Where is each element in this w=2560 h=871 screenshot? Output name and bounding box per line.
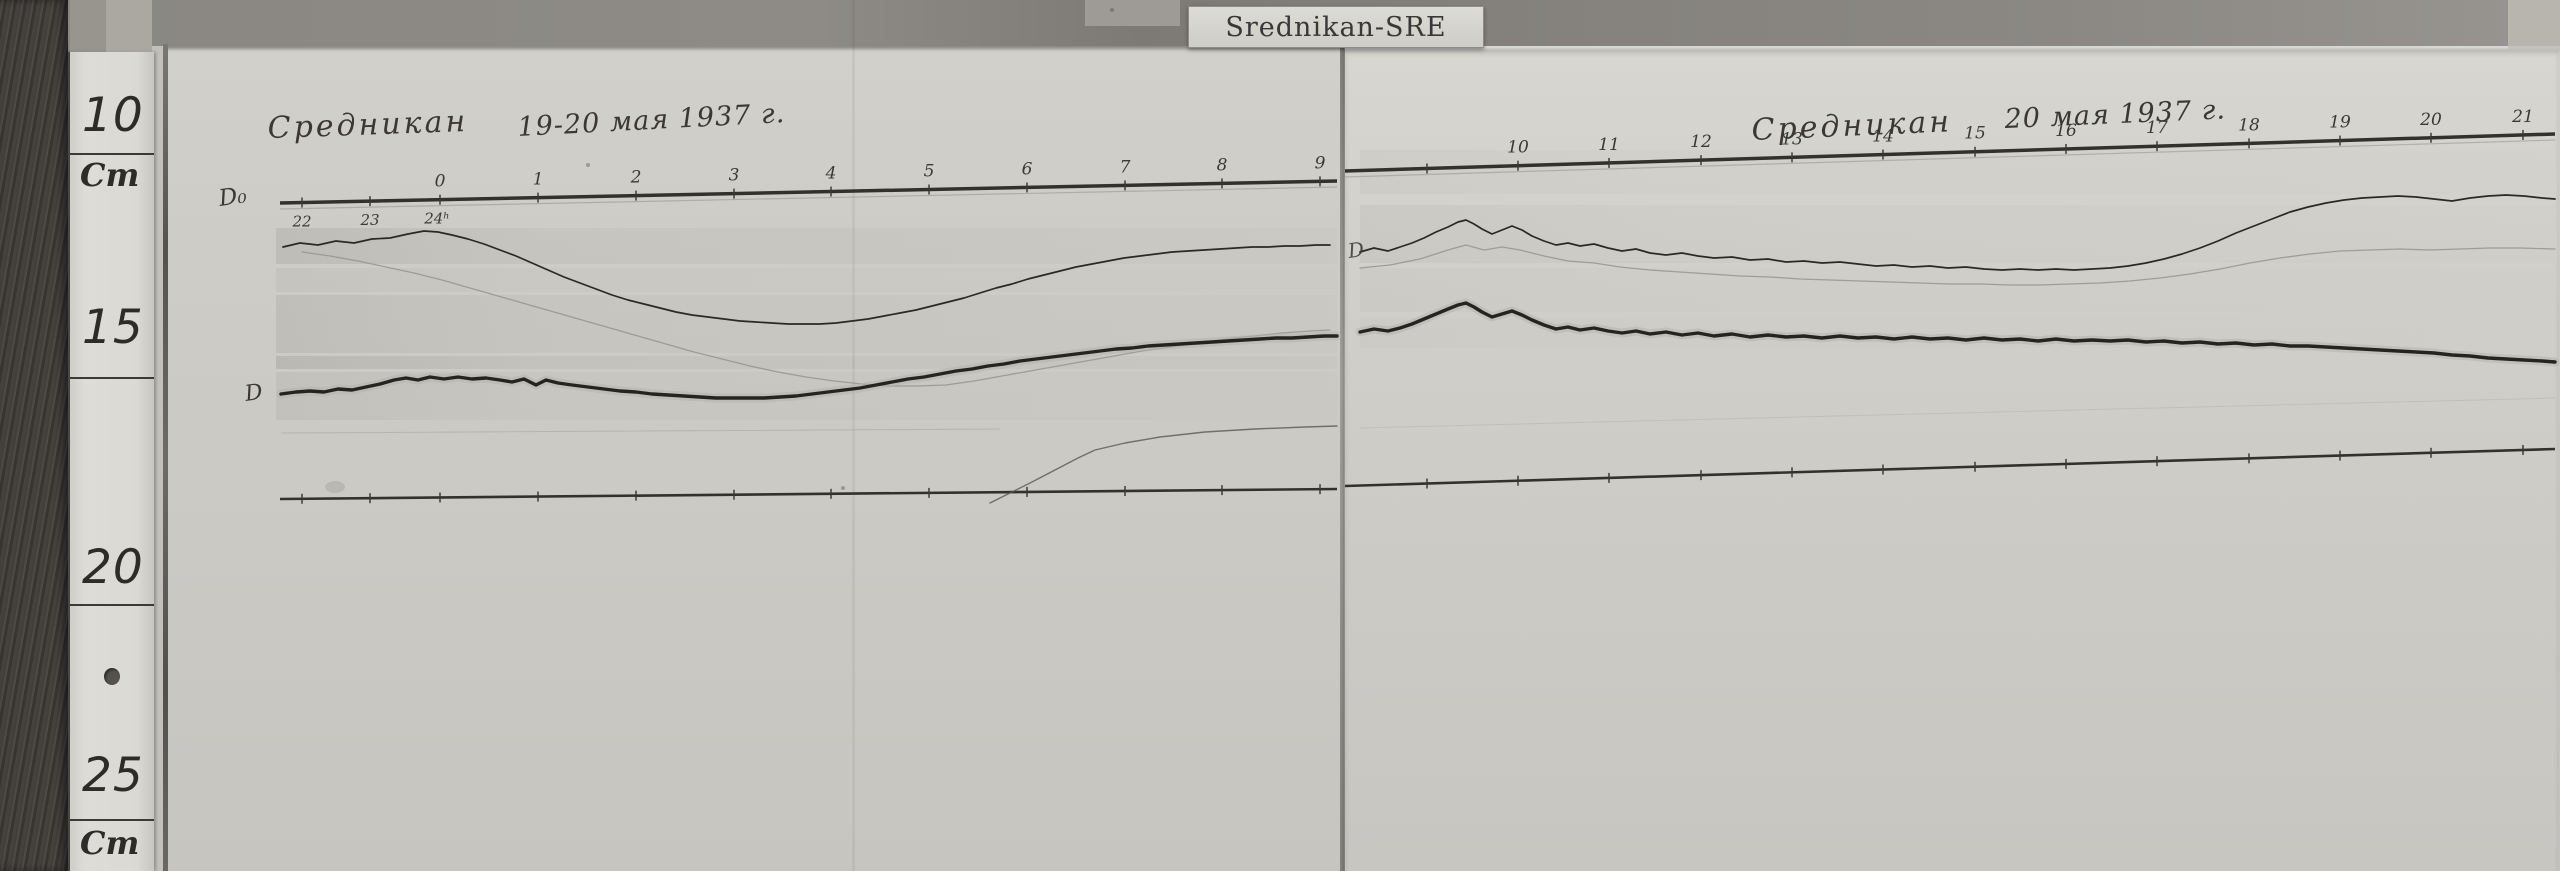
trace-H	[1358, 301, 2557, 364]
hour-label: 0	[435, 172, 446, 192]
exposure-band	[276, 228, 1337, 264]
ruler-hole	[104, 668, 120, 685]
baseline-echo	[279, 186, 1338, 210]
hour-label: 8	[1217, 155, 1228, 175]
time-baseline	[1344, 132, 2556, 173]
trace-Z-faint	[1359, 244, 2556, 286]
hour-label: 10	[1507, 138, 1529, 158]
specimen-tag-label: Srednikan-SRE	[1225, 11, 1447, 43]
hour-label: 20	[2419, 110, 2442, 130]
ruler-section-line	[70, 604, 154, 606]
exposure-band	[276, 356, 1337, 369]
ruler-number: 15	[82, 300, 144, 355]
hour-label: 14	[1872, 127, 1894, 147]
hour-label: 13	[1781, 129, 1803, 149]
ruler-number: 20	[82, 540, 144, 595]
hour-label: 17	[2146, 118, 2168, 138]
exposure-band	[1360, 150, 2555, 194]
exposure-band	[276, 268, 1337, 292]
handwritten-text: D₀	[216, 182, 248, 212]
hour-label: 6	[1022, 159, 1033, 179]
hour-label-below: 23	[359, 211, 379, 229]
hour-label: 21	[2511, 107, 2534, 127]
hour-label-below: 22	[291, 213, 311, 231]
hour-label: 15	[1964, 124, 1986, 144]
handwritten-text: 20 мая 1937 г.	[2003, 94, 2227, 135]
hour-label: 7	[1120, 157, 1131, 177]
ruler-card: 10 Cm 15 20 25 Cm	[68, 52, 154, 871]
left-sheet-edge-shadow	[163, 44, 168, 871]
dust-speck	[586, 163, 590, 167]
exposure-band	[1360, 205, 2555, 263]
ruler-number: 25	[82, 748, 144, 803]
specimen-tag: Srednikan-SRE	[1188, 6, 1484, 48]
hour-label: 4	[825, 164, 837, 184]
hour-label: 5	[924, 161, 935, 181]
hour-label: 2	[630, 168, 642, 188]
backing-patch	[1085, 0, 1180, 26]
ruler-unit: Cm	[80, 156, 140, 194]
trace-Z0-baseline	[1359, 397, 2556, 429]
hour-label: 11	[1598, 135, 1620, 155]
handwritten-text: D	[1345, 237, 1365, 263]
hour-label: 12	[1690, 132, 1712, 152]
bottom-baseline	[1344, 447, 2556, 488]
trace-Z0-baseline	[281, 428, 1001, 434]
sleeve-edge-line	[852, 0, 855, 871]
backing-patch	[70, 0, 106, 52]
exposure-band	[1360, 268, 2555, 312]
hour-label: 16	[2055, 121, 2077, 141]
hour-label: 9	[1315, 153, 1326, 173]
dust-speck	[841, 486, 845, 490]
ink-smudge	[325, 481, 345, 493]
trace-Z-start-curve	[989, 425, 1338, 504]
time-baseline	[279, 179, 1338, 205]
ruler-section-line	[70, 153, 154, 155]
ruler-section-line	[70, 377, 154, 379]
ruler-section-line	[70, 819, 154, 821]
backing-patch	[2508, 0, 2560, 50]
ruler-number: 10	[82, 88, 144, 143]
ruler-unit: Cm	[80, 824, 140, 862]
trace-H	[279, 334, 1339, 400]
wood-table-edge	[0, 0, 68, 871]
bottom-baseline	[279, 487, 1338, 501]
hour-label-below: 24ʰ	[423, 210, 450, 228]
hour-label: 1	[533, 170, 544, 190]
trace-D	[1359, 194, 2556, 271]
handwritten-text: Средникан	[267, 104, 469, 146]
baseline-echo	[1344, 139, 2556, 178]
hour-label: 19	[2329, 113, 2351, 133]
hour-label: 3	[729, 166, 740, 186]
dust-speck	[1110, 8, 1114, 12]
hour-label: 18	[2238, 115, 2260, 135]
sheet-gap-strip	[152, 46, 166, 871]
handwritten-text: D	[242, 380, 264, 407]
sheet-seam	[1340, 40, 1345, 871]
backing-patch	[106, 0, 152, 52]
panel-right: 10 11 12 13 14 15 16 17 18 19 20 21 Средникан 20 мая …	[1344, 94, 2560, 489]
trace-D	[282, 230, 1331, 325]
handwritten-text: 19-20 мая 1937 г.	[517, 98, 786, 143]
handwritten-text: Средникан	[1751, 104, 1953, 148]
